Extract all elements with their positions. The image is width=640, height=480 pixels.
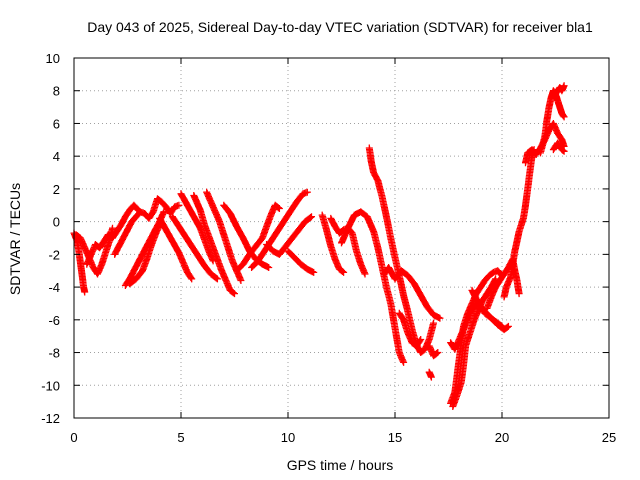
data-marker bbox=[177, 190, 217, 265]
data-marker bbox=[537, 87, 568, 157]
y-tick-label: -6 bbox=[48, 313, 60, 328]
data-marker bbox=[111, 195, 183, 258]
y-tick-label: 10 bbox=[46, 51, 60, 66]
x-tick-label: 15 bbox=[388, 430, 402, 445]
series-arc-4 bbox=[111, 195, 183, 258]
series-arc-19 bbox=[338, 208, 408, 366]
x-tick-labels: 0 5 10 15 20 25 bbox=[70, 430, 616, 445]
grid bbox=[74, 58, 609, 418]
y-tick-label: 2 bbox=[53, 182, 60, 197]
y-tick-label: 0 bbox=[53, 215, 60, 230]
y-tick-label: -12 bbox=[41, 411, 60, 426]
series-arc-6 bbox=[126, 221, 164, 288]
y-tick-label: -8 bbox=[48, 346, 60, 361]
y-tick-label: -10 bbox=[41, 378, 60, 393]
y-axis-label: SDTVAR / TECUs bbox=[7, 183, 23, 295]
series-arc-24 bbox=[425, 368, 435, 381]
data-marker bbox=[263, 213, 315, 258]
y-tick-label: -4 bbox=[48, 280, 60, 295]
data-series bbox=[70, 82, 568, 410]
series-arc-14 bbox=[248, 188, 311, 271]
series-arc-17 bbox=[318, 211, 348, 276]
data-marker bbox=[190, 192, 238, 298]
data-marker bbox=[549, 139, 568, 155]
series-arc-34 bbox=[549, 139, 568, 155]
x-tick-label: 5 bbox=[177, 430, 184, 445]
series-arc-9 bbox=[177, 190, 217, 265]
data-marker bbox=[233, 201, 283, 275]
data-marker bbox=[83, 201, 142, 268]
series-arc-23 bbox=[425, 342, 442, 360]
plot-frame bbox=[73, 57, 610, 419]
series-arc-16 bbox=[284, 247, 318, 276]
data-marker bbox=[156, 214, 196, 283]
x-tick-label: 20 bbox=[495, 430, 509, 445]
data-marker bbox=[168, 213, 221, 283]
data-marker bbox=[248, 188, 311, 271]
data-marker bbox=[425, 368, 435, 381]
chart-title: Day 043 of 2025, Sidereal Day-to-day VTE… bbox=[87, 19, 593, 35]
y-tick-label: 8 bbox=[53, 84, 60, 99]
data-marker bbox=[126, 221, 164, 288]
series-arc-28 bbox=[468, 286, 512, 334]
x-tick-label: 25 bbox=[602, 430, 616, 445]
series-arc-10 bbox=[190, 192, 238, 298]
series-arc-33 bbox=[552, 82, 568, 98]
y-tick-label: 6 bbox=[53, 116, 60, 131]
series-arc-21 bbox=[380, 264, 444, 322]
x-tick-label: 0 bbox=[70, 430, 77, 445]
series-arc-30 bbox=[500, 146, 538, 301]
data-marker bbox=[425, 342, 442, 360]
y-tick-label: 4 bbox=[53, 149, 60, 164]
axis-ticks bbox=[73, 57, 610, 419]
data-marker bbox=[365, 144, 437, 356]
data-marker bbox=[380, 264, 444, 322]
x-tick-label: 10 bbox=[281, 430, 295, 445]
series-arc-3 bbox=[83, 201, 142, 268]
x-axis-label: GPS time / hours bbox=[287, 457, 394, 473]
y-tick-labels: -12 -10 -8 -6 -4 -2 0 2 4 6 8 10 bbox=[41, 51, 60, 426]
data-marker bbox=[338, 208, 408, 366]
series-arc-20 bbox=[365, 144, 437, 356]
data-marker bbox=[552, 82, 568, 98]
data-marker bbox=[395, 309, 425, 350]
series-arc-22 bbox=[395, 309, 425, 350]
data-marker bbox=[468, 286, 512, 334]
series-arc-32 bbox=[537, 87, 568, 157]
data-marker bbox=[284, 247, 318, 276]
data-marker bbox=[318, 211, 348, 276]
series-arc-8 bbox=[168, 213, 221, 283]
y-tick-label: -2 bbox=[48, 247, 60, 262]
data-marker bbox=[500, 146, 538, 301]
series-arc-13 bbox=[233, 201, 283, 275]
series-arc-7 bbox=[156, 214, 196, 283]
series-arc-15 bbox=[263, 213, 315, 258]
